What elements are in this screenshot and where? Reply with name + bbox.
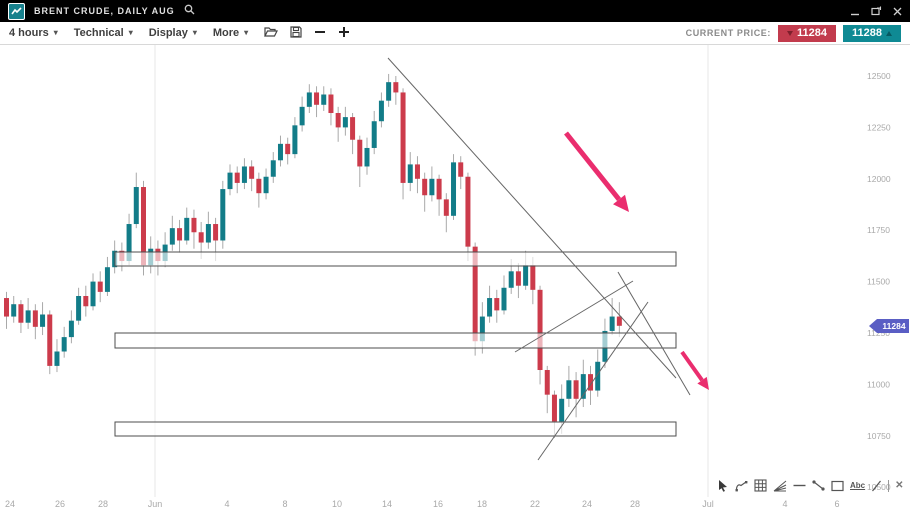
mid-support-zone[interactable] bbox=[114, 332, 677, 349]
svg-text:28: 28 bbox=[630, 499, 640, 509]
trend-line-tool-icon[interactable] bbox=[812, 479, 825, 492]
svg-text:28: 28 bbox=[98, 499, 108, 509]
svg-text:24: 24 bbox=[5, 499, 15, 509]
zoom-out-icon[interactable] bbox=[314, 26, 326, 41]
svg-text:4: 4 bbox=[224, 499, 229, 509]
svg-text:14: 14 bbox=[382, 499, 392, 509]
wedge-lower-ascending-line[interactable] bbox=[537, 301, 649, 461]
price-down-arrow-icon bbox=[787, 30, 793, 36]
wedge-upper-ascending-line[interactable] bbox=[514, 280, 634, 353]
svg-text:12250: 12250 bbox=[867, 122, 891, 132]
svg-text:12000: 12000 bbox=[867, 174, 891, 184]
bearish-arrow-small[interactable] bbox=[680, 350, 709, 390]
horizontal-line-tool-icon[interactable] bbox=[793, 479, 806, 492]
current-price-tag: 11284 bbox=[869, 319, 909, 333]
svg-text:22: 22 bbox=[530, 499, 540, 509]
title-bar: BRENT CRUDE, DAILY AUG bbox=[0, 0, 910, 22]
svg-text:11500: 11500 bbox=[867, 277, 890, 287]
bearish-arrow-large[interactable] bbox=[564, 131, 629, 212]
svg-text:26: 26 bbox=[55, 499, 65, 509]
y-axis-labels: 1250012250120001175011500112501100010750… bbox=[867, 71, 891, 492]
svg-text:11750: 11750 bbox=[867, 225, 890, 235]
svg-text:4: 4 bbox=[782, 499, 787, 509]
more-menu[interactable]: More bbox=[213, 27, 248, 39]
main-descending-trendline[interactable] bbox=[387, 57, 677, 379]
chart-title: BRENT CRUDE, DAILY AUG bbox=[34, 6, 175, 16]
svg-text:24: 24 bbox=[582, 499, 592, 509]
text-tool[interactable]: Abc bbox=[850, 481, 866, 490]
buy-price-button[interactable]: 11288 bbox=[843, 24, 901, 42]
svg-text:8: 8 bbox=[282, 499, 287, 509]
save-chart-icon[interactable] bbox=[290, 25, 302, 41]
svg-text:18: 18 bbox=[477, 499, 487, 509]
svg-text:12500: 12500 bbox=[867, 71, 891, 81]
svg-text:Jul: Jul bbox=[702, 499, 714, 509]
price-up-arrow-icon bbox=[885, 30, 892, 36]
timeframe-dropdown[interactable]: 4 hours bbox=[9, 27, 58, 39]
line-tool-icon[interactable] bbox=[871, 480, 882, 492]
display-menu[interactable]: Display bbox=[149, 27, 197, 39]
minimize-button[interactable] bbox=[851, 7, 860, 16]
close-window-button[interactable] bbox=[893, 7, 902, 16]
delete-drawing-button[interactable]: ✕ bbox=[895, 479, 904, 491]
current-price-label: CURRENT PRICE: bbox=[685, 28, 771, 38]
svg-text:16: 16 bbox=[433, 499, 443, 509]
drawing-toolbar: Abc ✕ bbox=[717, 477, 904, 494]
svg-text:Jun: Jun bbox=[148, 499, 163, 509]
polyline-tool-icon[interactable] bbox=[735, 479, 748, 492]
lower-support-zone[interactable] bbox=[114, 421, 677, 437]
resistance-zone-upper[interactable] bbox=[114, 251, 677, 267]
chart-canvas[interactable]: 1250012250120001175011500112501100010750… bbox=[0, 45, 910, 515]
toolbar-separator bbox=[888, 479, 890, 492]
secondary-descending-line[interactable] bbox=[617, 271, 691, 396]
candlestick-series bbox=[4, 73, 622, 438]
svg-text:10500: 10500 bbox=[867, 482, 891, 492]
open-chart-icon[interactable] bbox=[264, 26, 279, 41]
search-icon[interactable] bbox=[184, 2, 195, 20]
svg-text:10: 10 bbox=[332, 499, 342, 509]
svg-text:11284: 11284 bbox=[882, 321, 905, 331]
rectangle-tool-icon[interactable] bbox=[831, 480, 844, 492]
zoom-in-icon[interactable] bbox=[338, 26, 350, 41]
technical-menu[interactable]: Technical bbox=[74, 27, 133, 39]
restore-window-button[interactable] bbox=[871, 6, 882, 16]
fib-fan-tool-icon[interactable] bbox=[773, 479, 787, 492]
chart-toolbar: 4 hours Technical Display More CURRENT P… bbox=[0, 22, 910, 45]
pointer-tool-icon[interactable] bbox=[717, 479, 729, 492]
grid-tool-icon[interactable] bbox=[754, 479, 767, 492]
platform-logo-icon bbox=[8, 2, 25, 20]
sell-price-button[interactable]: 11284 bbox=[778, 24, 836, 42]
svg-text:6: 6 bbox=[834, 499, 839, 509]
svg-text:11000: 11000 bbox=[867, 379, 890, 389]
svg-text:10750: 10750 bbox=[867, 431, 891, 441]
x-axis-labels: 24 26 28 Jun 4 8 10 14 16 18 22 24 28 Jul 4 6 bbox=[5, 499, 840, 509]
